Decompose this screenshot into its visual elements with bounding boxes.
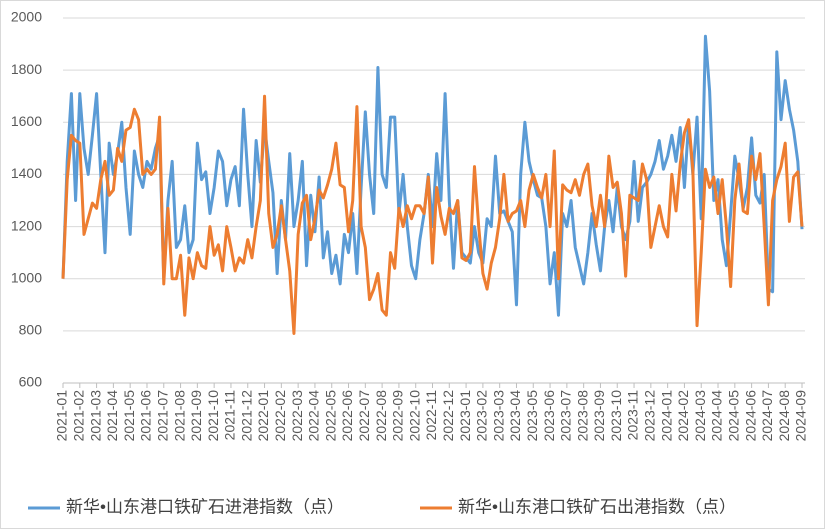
x-tick-label: 2022-05 — [322, 390, 338, 442]
series-line — [61, 94, 804, 335]
legend-label: 新华•山东港口铁矿石出港指数（点） — [458, 497, 736, 516]
x-tick-label: 2021-02 — [70, 390, 86, 442]
y-tick-label: 2000 — [11, 9, 42, 25]
x-tick-label: 2024-08 — [776, 390, 792, 442]
x-tick-label: 2022-02 — [272, 390, 288, 442]
x-tick-label: 2023-03 — [490, 390, 506, 442]
x-tick-label: 2024-02 — [675, 390, 691, 442]
y-tick-label: 800 — [19, 322, 43, 338]
x-tick-label: 2022-03 — [289, 390, 305, 442]
x-tick-label: 2023-05 — [524, 390, 540, 442]
x-tick-label: 2023-12 — [642, 390, 658, 442]
x-tick-label: 2021-04 — [104, 390, 120, 442]
x-tick-label: 2023-07 — [558, 390, 574, 442]
x-tick-label: 2021-07 — [154, 390, 170, 442]
x-tick-label: 2022-11 — [423, 390, 439, 441]
legend-label: 新华•山东港口铁矿石进港指数（点） — [66, 497, 344, 516]
x-tick-label: 2022-07 — [356, 390, 372, 442]
x-tick-label: 2022-09 — [390, 390, 406, 442]
y-tick-label: 600 — [19, 374, 43, 390]
x-tick-label: 2022-12 — [440, 390, 456, 442]
x-tick-label: 2021-06 — [138, 390, 154, 442]
x-tick-label: 2023-10 — [608, 390, 624, 442]
x-tick-label: 2023-08 — [574, 390, 590, 442]
y-tick-label: 1000 — [11, 269, 42, 285]
x-tick-label: 2024-09 — [793, 390, 809, 442]
x-tick-label: 2024-04 — [709, 390, 725, 442]
y-tick-label: 1800 — [11, 61, 42, 77]
x-tick-label: 2024-01 — [658, 390, 674, 442]
x-tick-label: 2023-01 — [457, 390, 473, 442]
series-line — [61, 34, 804, 317]
x-tick-label: 2023-04 — [507, 390, 523, 442]
y-tick-label: 1600 — [11, 113, 42, 129]
x-tick-label: 2022-04 — [306, 390, 322, 442]
x-tick-label: 2024-05 — [726, 390, 742, 442]
x-tick-label: 2023-02 — [474, 390, 490, 442]
x-tick-label: 2024-07 — [759, 390, 775, 442]
x-tick-label: 2021-12 — [238, 390, 254, 442]
x-tick-label: 2024-03 — [692, 390, 708, 442]
x-tick-label: 2022-10 — [406, 390, 422, 442]
y-tick-label: 1400 — [11, 165, 42, 181]
x-tick-label: 2024-06 — [742, 390, 758, 442]
x-tick-label: 2021-03 — [87, 390, 103, 442]
x-tick-label: 2021-08 — [171, 390, 187, 442]
x-tick-label: 2023-06 — [541, 390, 557, 442]
x-tick-label: 2021-11 — [222, 390, 238, 441]
x-tick-label: 2022-06 — [339, 390, 355, 442]
x-tick-label: 2022-08 — [373, 390, 389, 442]
x-tick-label: 2023-11 — [625, 390, 641, 441]
x-tick-label: 2021-09 — [188, 390, 204, 442]
x-tick-label: 2021-10 — [205, 390, 221, 442]
x-tick-label: 2021-05 — [121, 390, 137, 442]
y-tick-label: 1200 — [11, 217, 42, 233]
x-tick-label: 2022-01 — [255, 390, 271, 442]
x-tick-label: 2023-09 — [591, 390, 607, 442]
x-tick-label: 2021-01 — [54, 390, 70, 442]
